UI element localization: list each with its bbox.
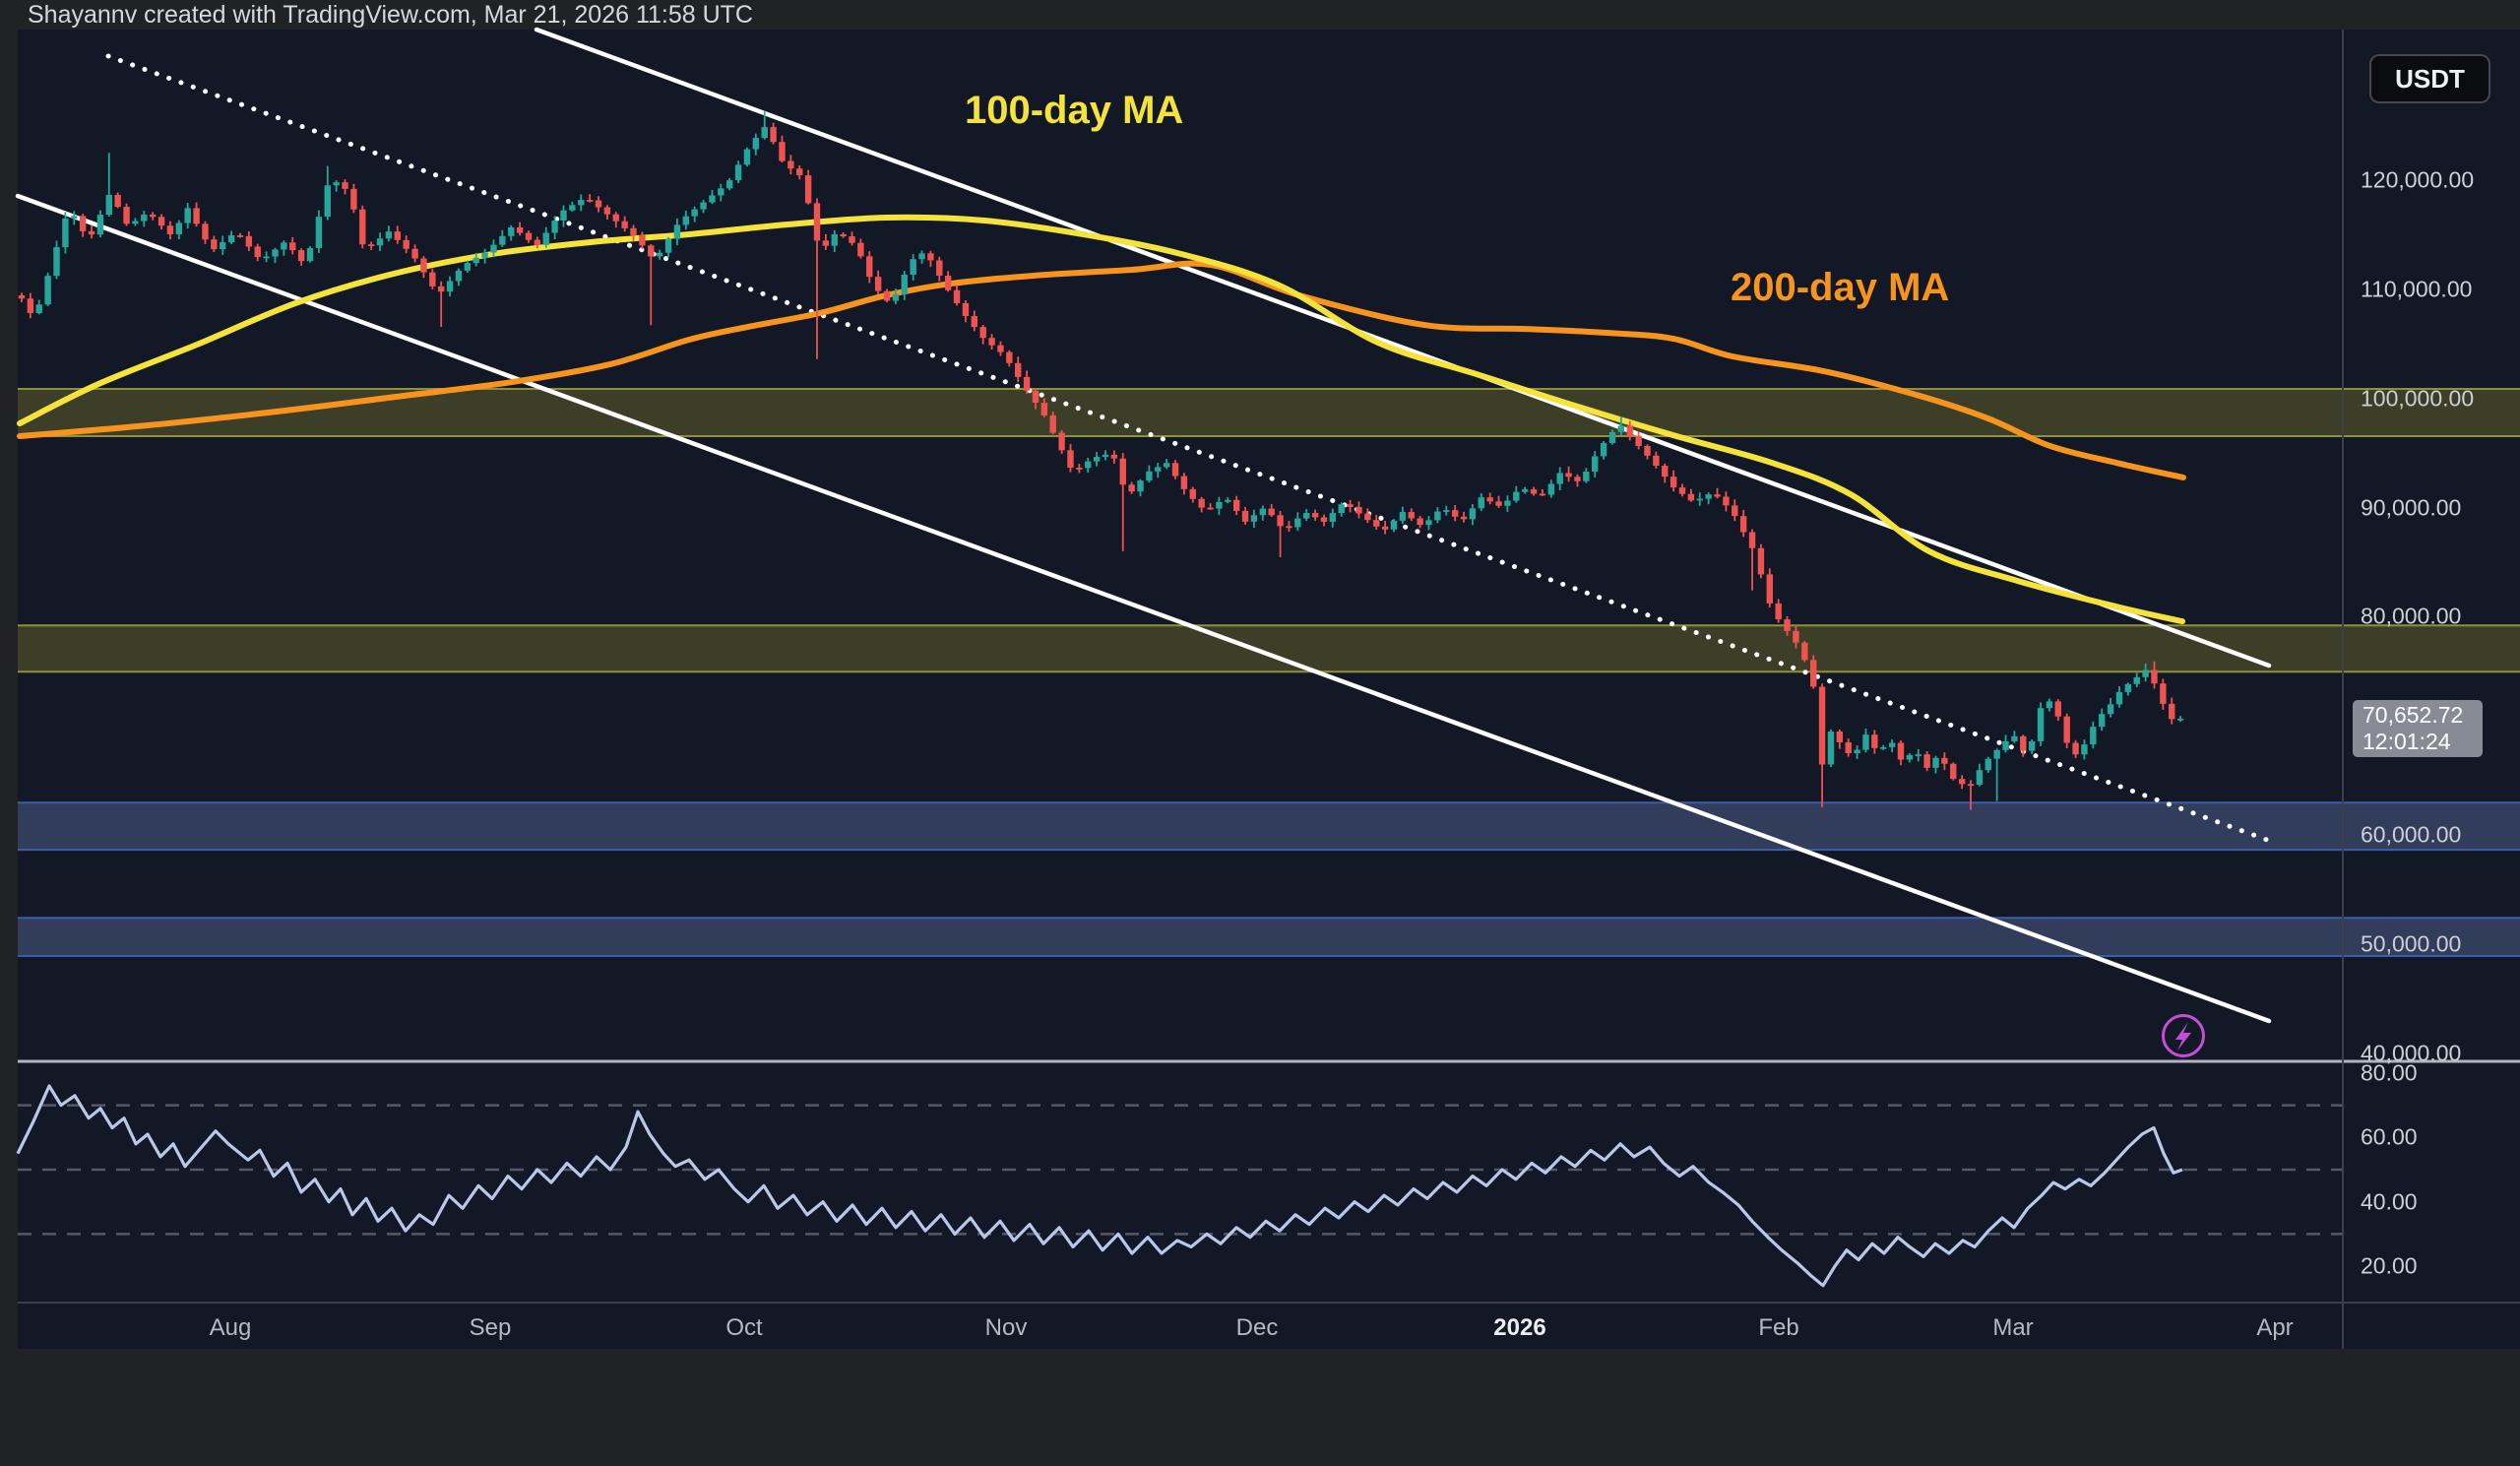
rsi-tick-label: 20.00 (2361, 1252, 2418, 1279)
currency-badge[interactable]: USDT (2369, 54, 2490, 103)
price-tick-label: 60,000.00 (2361, 821, 2462, 848)
price-tick-label: 120,000.00 (2361, 166, 2475, 193)
ma100-line (17, 214, 2185, 625)
zone-support-upper (18, 802, 2520, 851)
rsi-tick-label: 60.00 (2361, 1123, 2418, 1150)
time-tick-label: Nov (984, 1314, 1028, 1341)
rsi-tick-label: 40.00 (2361, 1188, 2418, 1215)
time-tick-label: Feb (1758, 1314, 1799, 1341)
price-tick-label: 50,000.00 (2361, 930, 2462, 957)
last-price-countdown: 12:01:24 (2362, 729, 2451, 754)
last-price-value: 70,652.72 (2362, 702, 2464, 728)
zone-support-lower (18, 918, 2520, 957)
time-tick-label: Oct (725, 1314, 763, 1341)
time-tick-label: Sep (469, 1314, 512, 1341)
trendline-channel-mid (105, 53, 2270, 843)
candlestick-series (18, 111, 2184, 810)
last-price-badge: 70,652.72 12:01:24 (2353, 700, 2483, 757)
ma200 (17, 260, 2186, 481)
bottom-bar: TradingView (0, 1349, 2520, 1466)
ma100-label: 100-day MA (965, 89, 1184, 132)
rsi-line (16, 1084, 2183, 1288)
lightning-icon (2162, 1014, 2205, 1057)
ma100 (17, 214, 2185, 625)
zone-resistance-upper (18, 389, 2520, 437)
time-tick-label: 2026 (1493, 1314, 1546, 1341)
time-tick-label: Aug (209, 1314, 252, 1341)
price-tick-label: 100,000.00 (2361, 385, 2475, 412)
trendlines (15, 27, 2272, 1024)
ma200-line (17, 260, 2186, 481)
ma200-label: 200-day MA (1731, 266, 1950, 309)
rsi-tick-label: 80.00 (2361, 1059, 2418, 1086)
trendline-channel-bottom (15, 193, 2272, 1024)
chart-plot-background (18, 30, 2520, 1349)
price-tick-label: 40,000.00 (2361, 1040, 2462, 1066)
rsi-pane (16, 1084, 2343, 1288)
zone-resistance-lower (18, 625, 2520, 672)
price-tick-label: 80,000.00 (2361, 603, 2462, 629)
attribution-title: Shayannv created with TradingView.com, M… (0, 0, 2520, 30)
time-tick-label: Dec (1235, 1314, 1279, 1341)
trendline-channel-top (534, 27, 2272, 669)
time-tick-label: Mar (1992, 1314, 2034, 1341)
price-tick-label: 90,000.00 (2361, 494, 2462, 520)
pane-dividers (18, 30, 2520, 1349)
currency-badge-text: USDT (2395, 63, 2465, 94)
price-tick-label: 110,000.00 (2361, 276, 2473, 302)
time-tick-label: Apr (2256, 1314, 2294, 1341)
price-zones (18, 388, 2520, 958)
